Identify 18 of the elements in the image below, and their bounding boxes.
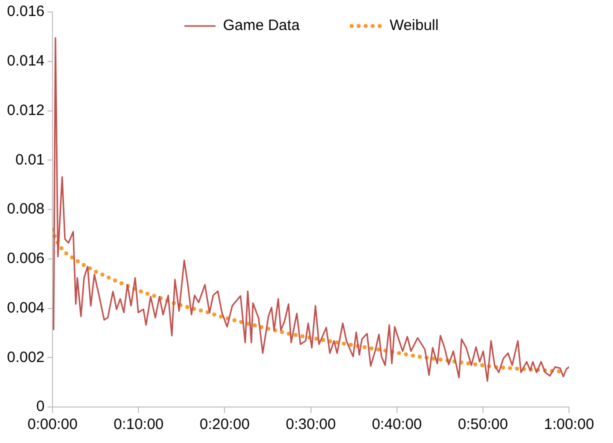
x-tick-label: 0:40:00 xyxy=(372,416,422,434)
y-tick-label: 0.002 xyxy=(6,348,45,366)
legend-label: Game Data xyxy=(222,17,300,34)
legend-label: Weibull xyxy=(390,17,439,34)
y-tick-label: 0.006 xyxy=(6,250,45,268)
x-tick-label: 0:00:00 xyxy=(28,416,78,434)
y-tick-label: 0.01 xyxy=(15,151,45,168)
y-tick-label: 0 xyxy=(36,398,45,416)
x-tick-label: 1:00:00 xyxy=(544,416,594,434)
x-tick-label: 0:10:00 xyxy=(114,416,164,434)
y-tick-label: 0.016 xyxy=(6,3,45,20)
x-tick-label: 0:50:00 xyxy=(458,416,508,434)
y-tick-label: 0.012 xyxy=(6,102,45,119)
x-tick-label: 0:20:00 xyxy=(200,416,250,434)
y-tick-label: 0.008 xyxy=(6,200,45,218)
x-tick-label: 0:30:00 xyxy=(286,416,336,434)
y-tick-label: 0.014 xyxy=(6,52,45,70)
y-tick-label: 0.004 xyxy=(6,299,45,316)
